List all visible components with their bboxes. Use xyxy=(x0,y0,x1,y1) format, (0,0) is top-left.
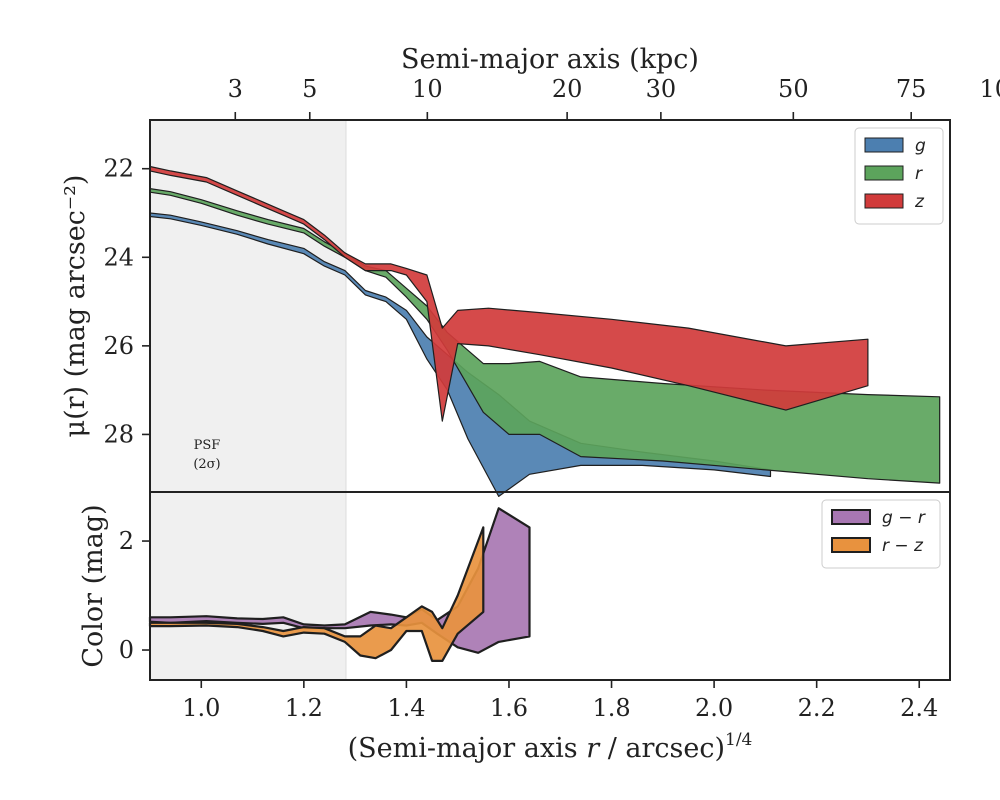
x-tick-label: 1.0 xyxy=(182,694,220,722)
sb-legend-label: r xyxy=(915,164,923,184)
x-tick-label: 2.4 xyxy=(900,694,938,722)
bottom-axis-label-sup: 1/4 xyxy=(725,730,752,750)
top-tick-label: 100 xyxy=(979,75,1000,103)
x-tick-label: 1.2 xyxy=(285,694,323,722)
bottom-axis-label-var: r xyxy=(586,733,601,764)
color-frame xyxy=(149,491,951,681)
sb-panel: 22 24 26 28 3 5 10 20 30 50 75 100 Semi-major axis… xyxy=(60,44,1000,497)
top-tick-label: 75 xyxy=(896,75,927,103)
sb-legend-label: z xyxy=(914,192,925,212)
sb-areas xyxy=(149,165,941,497)
bottom-axis-label: (Semi-major axis r / arcsec)1/4 xyxy=(348,730,753,764)
color-y-tick-label: 0 xyxy=(119,636,134,664)
sb-legend-swatch xyxy=(864,193,904,209)
x-tick-label: 2.0 xyxy=(695,694,733,722)
color-band-0 xyxy=(148,507,531,654)
x-tick-label: 1.4 xyxy=(387,694,425,722)
top-tick-label: 30 xyxy=(646,75,677,103)
x-tick-label: 1.8 xyxy=(592,694,630,722)
color-legend: g − r r − z xyxy=(821,499,941,569)
color-y-ticks: 02 xyxy=(119,527,150,664)
color-legend-swatch xyxy=(831,537,871,553)
x-tick-label: 1.6 xyxy=(490,694,528,722)
color-legend-swatch xyxy=(831,509,871,525)
sb-y-tick-label: 28 xyxy=(103,420,134,448)
color-areas xyxy=(148,507,531,663)
sb-y-axis-label: μ(r) (mag arcsec⁻²) xyxy=(60,175,91,438)
psf-label-line2: (2σ) xyxy=(193,457,220,472)
psf-shade-bottom xyxy=(150,492,346,680)
sb-legend-label: g xyxy=(915,136,926,156)
psf-label-line1: PSF xyxy=(194,438,221,453)
sb-band-2 xyxy=(149,165,869,422)
color-panel: 02 1.0 1.2 1.4 1.6 1.8 2.0 2.2 2.4 Color (mag) … xyxy=(78,491,951,764)
top-tick-label: 10 xyxy=(412,75,443,103)
color-y-tick-label: 2 xyxy=(119,527,134,555)
top-tick-label: 5 xyxy=(302,75,317,103)
sb-y-tick-label: 26 xyxy=(103,332,134,360)
sb-y-ticks: 22 24 26 28 xyxy=(103,155,150,448)
sb-band-0 xyxy=(149,212,772,497)
sb-legend-swatch xyxy=(864,165,904,181)
sb-top-ticks: 3 5 10 20 30 50 75 100 xyxy=(228,75,1000,120)
bottom-axis-label-rest: / arcsec) xyxy=(599,733,725,764)
sb-legend-swatch xyxy=(864,137,904,153)
top-tick-label: 3 xyxy=(228,75,243,103)
sb-legend: grz xyxy=(854,127,944,225)
color-band-1 xyxy=(148,526,485,663)
top-axis-label: Semi-major axis (kpc) xyxy=(401,44,699,75)
x-tick-label: 2.2 xyxy=(798,694,836,722)
color-legend-label: g − r xyxy=(882,508,926,528)
color-legend-label: r − z xyxy=(882,536,924,556)
psf-shade xyxy=(150,120,346,492)
sb-y-tick-label: 22 xyxy=(103,155,134,183)
top-tick-label: 50 xyxy=(778,75,809,103)
top-tick-label: 20 xyxy=(552,75,583,103)
sb-y-tick-label: 24 xyxy=(103,243,134,271)
color-x-ticks: 1.0 1.2 1.4 1.6 1.8 2.0 2.2 2.4 xyxy=(182,680,938,722)
color-y-axis-label: Color (mag) xyxy=(78,504,109,667)
bottom-axis-label-main: (Semi-major axis xyxy=(348,733,587,764)
